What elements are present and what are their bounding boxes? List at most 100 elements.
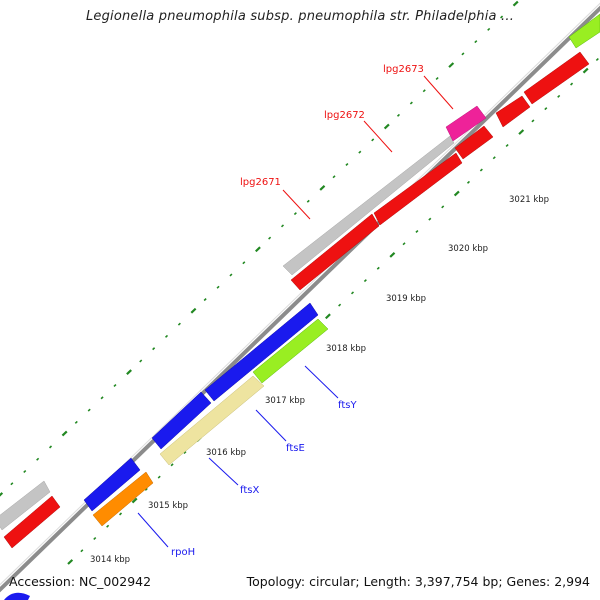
gene-ftsY-green[interactable] (252, 318, 329, 384)
tick-mark (61, 430, 68, 437)
tick-mark (80, 549, 84, 553)
kbp-label-3018: 3018 kbp (326, 344, 366, 354)
gene-grey-small[interactable] (0, 480, 51, 531)
map-title: Legionella pneumophila subsp. pneumophil… (85, 9, 515, 24)
tick-mark (363, 279, 367, 283)
tick-mark (280, 224, 285, 228)
tick-mark (474, 40, 478, 44)
tick-mark (93, 536, 97, 541)
gene-label-rpoH[interactable]: rpoH (171, 547, 195, 558)
kbp-label-3019: 3019 kbp (386, 294, 426, 304)
tick-mark (229, 273, 233, 277)
tick-mark (415, 229, 419, 233)
kbp-label-3020: 3020 kbp (448, 244, 488, 254)
tick-mark (487, 27, 491, 31)
tick-mark (164, 334, 169, 338)
tick-mark (131, 497, 138, 504)
tick-mark (396, 113, 401, 117)
tick-mark (48, 445, 53, 449)
tick-mark (518, 129, 525, 135)
gene-blue-small[interactable] (83, 457, 141, 512)
gene-ftsE-yellow[interactable] (159, 375, 265, 466)
tick-mark (479, 168, 483, 172)
tick-mark (183, 451, 187, 455)
tick-mark (10, 482, 14, 486)
gene-grey-large[interactable] (282, 135, 455, 276)
gene-lpg2671-red[interactable] (290, 213, 380, 291)
gene-red-bottom-left[interactable] (3, 495, 61, 549)
tick-mark (87, 408, 91, 412)
tick-mark (106, 524, 110, 528)
tick-mark (0, 492, 4, 497)
tick-mark (242, 261, 246, 265)
gene-ftsX-blue-2[interactable] (204, 302, 319, 402)
tick-mark (139, 359, 143, 363)
kbp-label-3017: 3017 kbp (265, 396, 305, 406)
tick-mark (113, 384, 117, 388)
tick-mark (402, 242, 406, 246)
tick-mark (570, 82, 574, 86)
tick-mark (118, 512, 123, 516)
gene-label-ftsE[interactable]: ftsE (286, 443, 305, 454)
gene-red-upper[interactable] (495, 95, 531, 128)
tick-mark (389, 252, 396, 258)
gene-red-mid[interactable] (454, 125, 494, 160)
tick-mark (376, 266, 380, 270)
tick-mark (74, 420, 78, 424)
tick-mark (557, 94, 561, 98)
tick-mark (466, 180, 471, 184)
tick-mark (350, 291, 355, 295)
gene-label-ftsX[interactable]: ftsX (240, 485, 259, 496)
upper-strand-genes (0, 13, 600, 531)
tick-mark (531, 119, 535, 123)
tick-mark (190, 307, 197, 314)
gene-label-lpg2671[interactable]: lpg2671 (240, 177, 281, 188)
tick-mark (216, 285, 220, 289)
gene-label-lpg2673[interactable]: lpg2673 (383, 64, 424, 75)
gene-label-ftsY[interactable]: ftsY (338, 400, 357, 411)
gene-red-top[interactable] (523, 51, 590, 105)
leader-lines (137, 75, 454, 548)
lower-strand-genes (3, 51, 590, 600)
gene-ftsX-blue[interactable] (151, 391, 212, 450)
tick-mark (441, 205, 445, 209)
tick-mark (306, 199, 310, 203)
tick-mark (293, 212, 297, 216)
tick-mark (67, 559, 74, 565)
kbp-labels: 3021 kbp 3020 kbp 3019 kbp 3018 kbp 3017… (90, 195, 549, 565)
accession-text: Accession: NC_002942 (9, 574, 152, 589)
tick-mark (448, 62, 455, 68)
tick-mark (492, 156, 496, 160)
tick-mark (338, 303, 342, 307)
tick-mark (453, 190, 460, 197)
gene-label-lpg2672[interactable]: lpg2672 (324, 110, 365, 121)
gene-rpoH-orange[interactable] (92, 471, 154, 527)
gene-lpg2673-pink[interactable] (445, 105, 487, 142)
kbp-label-3016: 3016 kbp (206, 448, 246, 458)
tick-mark (170, 463, 174, 467)
tick-mark (383, 123, 390, 130)
tick-mark (435, 76, 439, 80)
tick-mark (422, 89, 426, 93)
tick-mark (23, 469, 27, 474)
tick-mark (324, 313, 331, 320)
gene-lpg2672-red[interactable] (373, 152, 463, 226)
tick-mark (36, 457, 40, 461)
tick-mark (409, 101, 413, 105)
tick-mark (461, 52, 465, 56)
tick-mark (345, 162, 349, 166)
tick-mark (203, 298, 207, 302)
tick-mark (268, 236, 272, 240)
tick-mark (512, 0, 519, 7)
tick-mark (544, 107, 548, 111)
tick-mark (319, 185, 326, 191)
tick-mark (371, 138, 375, 142)
tick-mark (254, 246, 261, 253)
kbp-label-3015: 3015 kbp (148, 501, 188, 511)
gene-labels: lpg2673 lpg2672 lpg2671 ftsY ftsE ftsX r… (171, 64, 424, 558)
tick-mark (500, 15, 504, 19)
kbp-label-3014: 3014 kbp (90, 555, 130, 565)
gene-green-corner[interactable] (568, 13, 600, 49)
